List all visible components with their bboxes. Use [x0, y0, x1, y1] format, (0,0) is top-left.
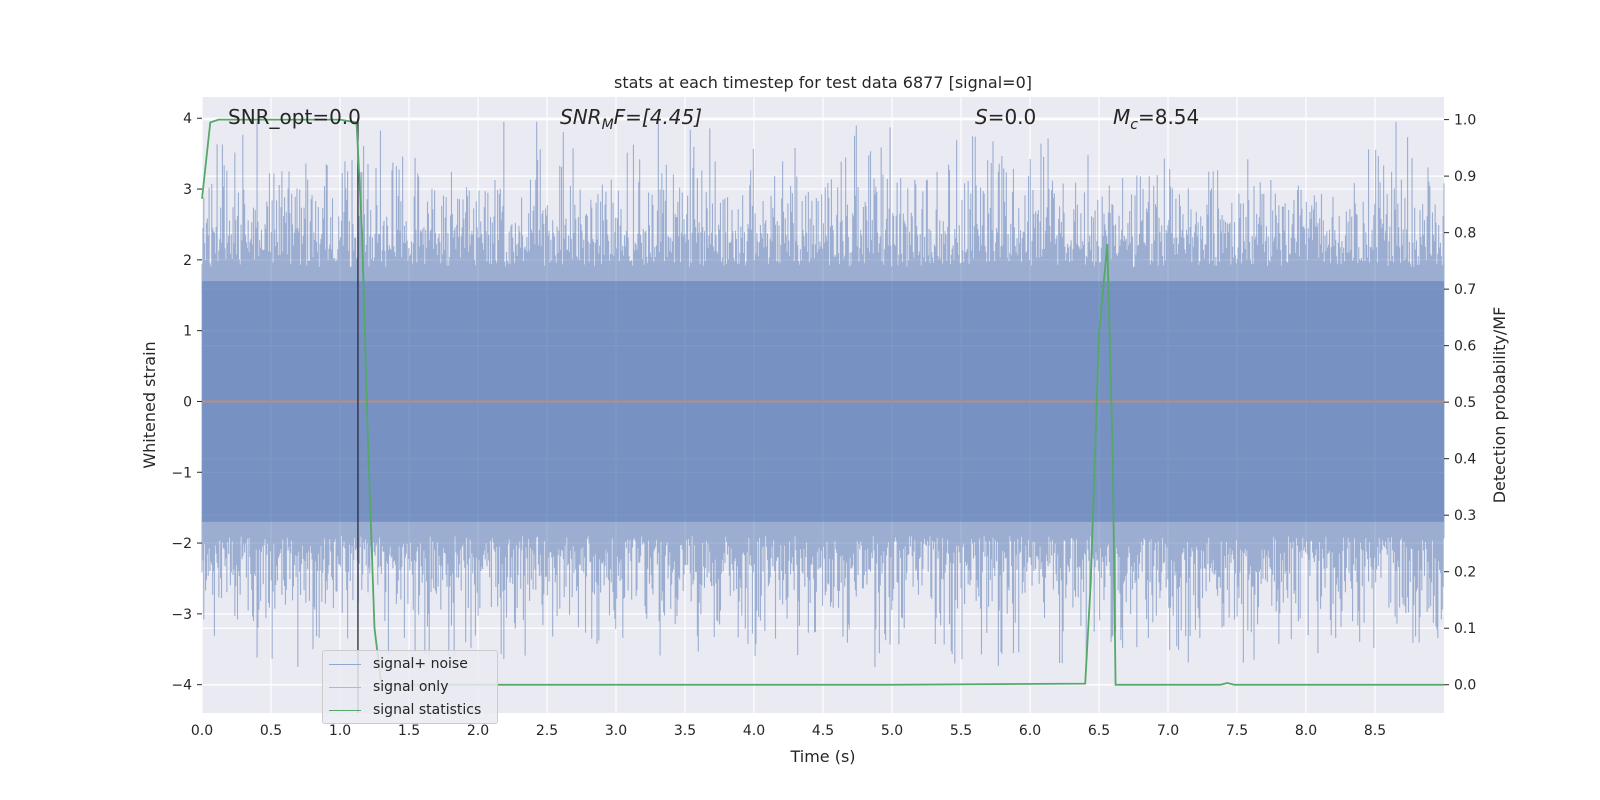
x-tick-label-14: 7.0: [1157, 723, 1179, 739]
x-tick-label-12: 6.0: [1019, 723, 1041, 739]
x-tick-label-2: 1.0: [329, 723, 351, 739]
x-axis-label: Time (s): [789, 747, 855, 766]
y-right-tick-label-4: 0.6: [1454, 339, 1476, 355]
y-axis-label-left: Whitened strain: [140, 341, 159, 468]
annotation-s: S=0.0: [975, 105, 1036, 129]
legend: signal+ noise signal only signal statist…: [322, 650, 498, 724]
x-tick-labels: 0.0 0.5 1.0 1.5 2.0 2.5 3.0 3.5 4.0 4.5 5.0 5.5 6.0 6…: [191, 723, 1386, 739]
y-right-tick-label-2: 0.8: [1454, 226, 1476, 242]
y-right-tick-label-10: 0.0: [1454, 678, 1476, 694]
y-right-tick-label-0: 1.0: [1454, 113, 1476, 129]
chart-title: stats at each timestep for test data 687…: [614, 73, 1032, 92]
x-tick-label-11: 5.5: [950, 723, 972, 739]
x-tick-label-16: 8.0: [1295, 723, 1317, 739]
mc-value: =8.54: [1138, 105, 1199, 129]
x-tick-label-15: 7.5: [1226, 723, 1248, 739]
y-right-tick-label-3: 0.7: [1454, 282, 1476, 298]
legend-item-signal-only: signal only: [329, 676, 448, 698]
x-tick-label-4: 2.0: [467, 723, 489, 739]
legend-label-signal-statistics: signal statistics: [373, 702, 482, 718]
legend-swatch-signal-noise: [329, 663, 361, 665]
legend-swatch-signal-only: [329, 686, 361, 688]
y-right-tick-label-9: 0.1: [1454, 621, 1476, 637]
mc-sub: c: [1130, 117, 1138, 133]
x-tick-label-13: 6.5: [1088, 723, 1110, 739]
y-right-tick-label-6: 0.4: [1454, 452, 1476, 468]
y-right-tick-label-7: 0.3: [1454, 508, 1476, 524]
snr-mf-sub: M: [602, 117, 614, 133]
annotation-snr-opt: SNR_opt=0.0: [228, 105, 361, 129]
x-tick-label-5: 2.5: [536, 723, 558, 739]
x-tick-label-6: 3.0: [605, 723, 627, 739]
x-tick-label-0: 0.0: [191, 723, 213, 739]
x-tick-label-1: 0.5: [260, 723, 282, 739]
y-left-tick-label-6: −2: [171, 536, 192, 552]
y-left-tick-label-2: 2: [183, 253, 192, 269]
annotation-mc: Mc=8.54: [1113, 105, 1199, 133]
y-right-tick-label-8: 0.2: [1454, 565, 1476, 581]
y-left-tick-label-1: 3: [183, 182, 192, 198]
y-left-tick-label-5: −1: [171, 465, 192, 481]
y-axis-label-right: Detection probability/MF: [1490, 307, 1509, 504]
x-tick-label-9: 4.5: [812, 723, 834, 739]
y-left-tick-label-4: 0: [183, 394, 192, 410]
y-right-tick-labels: 1.0 0.9 0.8 0.7 0.6 0.5 0.4 0.3 0.2 0.1 0.0: [1444, 113, 1476, 694]
y-left-tick-label-7: −3: [171, 607, 192, 623]
snr-mf-rest: F=[4.45]: [614, 105, 702, 129]
snr-mf-base: SNR: [560, 105, 602, 129]
mc-base: M: [1113, 105, 1130, 129]
x-tick-label-8: 4.0: [743, 723, 765, 739]
legend-swatch-signal-statistics: [329, 709, 361, 711]
legend-item-signal-noise: signal+ noise: [329, 653, 468, 675]
s-value: =0.0: [988, 105, 1037, 129]
legend-label-signal-noise: signal+ noise: [373, 656, 468, 672]
x-tick-label-3: 1.5: [398, 723, 420, 739]
y-right-tick-label-1: 0.9: [1454, 169, 1476, 185]
legend-label-signal-only: signal only: [373, 679, 449, 695]
y-right-tick-label-5: 0.5: [1454, 395, 1476, 411]
legend-item-signal-statistics: signal statistics: [329, 699, 481, 721]
y-left-tick-labels: 4 3 2 1 0 −1 −2 −3 −4: [171, 111, 202, 694]
x-tick-label-17: 8.5: [1364, 723, 1386, 739]
x-tick-label-10: 5.0: [881, 723, 903, 739]
y-left-tick-label-0: 4: [183, 111, 192, 127]
x-tick-label-7: 3.5: [674, 723, 696, 739]
annotation-snr-mf: SNRMF=[4.45]: [560, 105, 702, 133]
series-signal-statistics: [201, 118, 1444, 686]
y-left-tick-label-3: 1: [183, 324, 192, 340]
s-italic: S: [975, 105, 988, 129]
y-left-tick-label-8: −4: [171, 678, 192, 694]
